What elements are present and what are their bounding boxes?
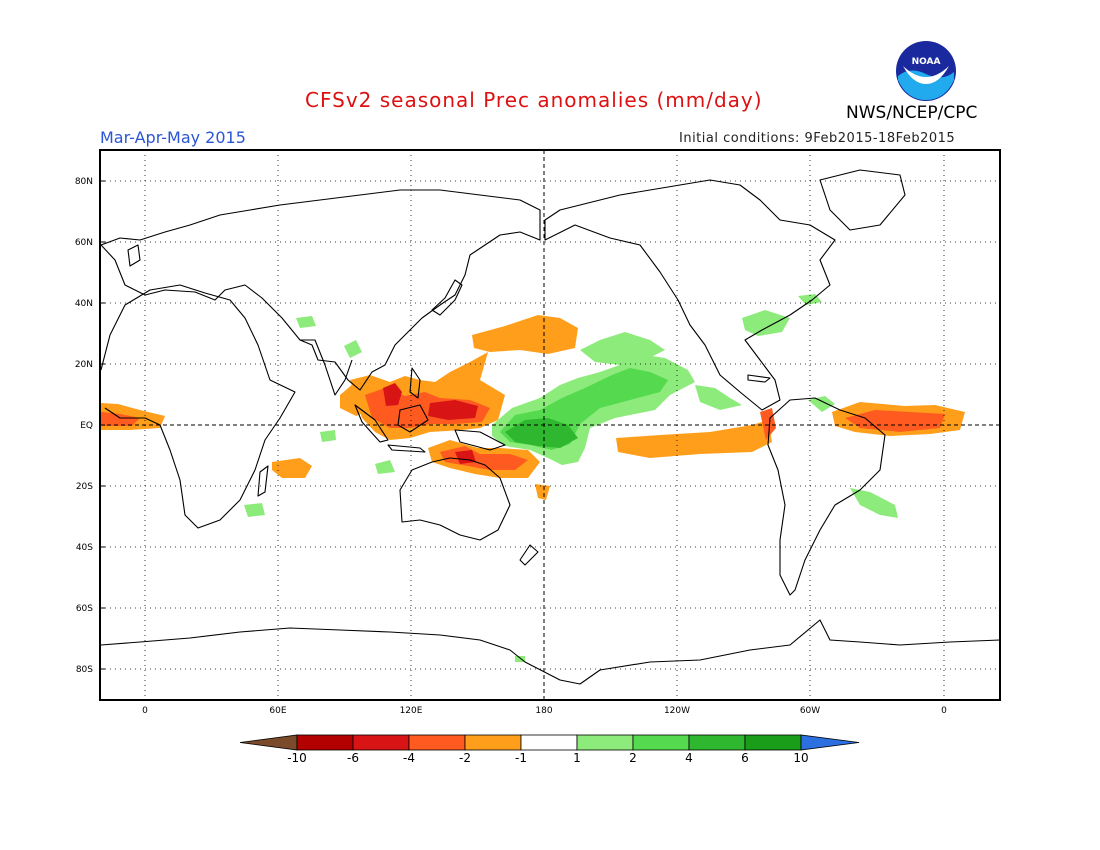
anomaly-dry-nw-pacific bbox=[472, 315, 578, 354]
coastline-greenland bbox=[819, 169, 906, 231]
coastline-japan bbox=[431, 279, 463, 316]
coastline-new-guinea bbox=[454, 429, 506, 451]
anomaly-wet-gulf bbox=[695, 385, 742, 410]
longitude-labels: 0 60E 120E 180 120W 60W 0 bbox=[142, 706, 947, 716]
coastline-india bbox=[300, 339, 353, 396]
coastline-madagascar bbox=[257, 465, 269, 497]
coastline-philippines bbox=[409, 367, 421, 399]
anomaly-dry-sw-pacific bbox=[535, 484, 550, 500]
colorbar-label: -2 bbox=[459, 751, 471, 765]
lon-label: 120W bbox=[664, 706, 690, 716]
colorbar-box bbox=[464, 734, 522, 751]
anomaly-dry-east-pacific bbox=[616, 420, 772, 458]
colorbar-label: -6 bbox=[347, 751, 359, 765]
chart-title: CFSv2 seasonal Prec anomalies (mm/day) bbox=[305, 88, 763, 112]
lat-label: 80N bbox=[75, 177, 93, 187]
anomaly-wet-amazon bbox=[808, 396, 835, 412]
lon-label: 0 bbox=[941, 706, 947, 716]
coastline-uk bbox=[127, 244, 141, 267]
anomaly-wet-us-east bbox=[742, 310, 790, 336]
colorbar: -10 -6 -4 -2 -1 1 2 4 6 10 bbox=[239, 734, 860, 765]
colorbar-arrow-left bbox=[239, 734, 298, 751]
lat-label: 80S bbox=[76, 665, 93, 675]
lat-label: EQ bbox=[80, 421, 93, 431]
lon-label: 60E bbox=[269, 706, 286, 716]
colorbar-label: 2 bbox=[629, 751, 637, 765]
initial-conditions: Initial conditions: 9Feb2015-18Feb2015 bbox=[679, 131, 956, 146]
anomaly-dry-south-indian bbox=[272, 458, 312, 478]
anomaly-dry-atlantic-east-core bbox=[101, 412, 140, 426]
colorbar-box bbox=[688, 734, 746, 751]
anomaly-dry-philippines bbox=[383, 383, 402, 406]
colorbar-arrow-right bbox=[800, 734, 860, 751]
coastline-africa bbox=[101, 284, 296, 529]
coastline-cuba bbox=[747, 374, 771, 383]
lat-label: 60S bbox=[76, 604, 93, 614]
colorbar-label: -1 bbox=[515, 751, 527, 765]
coastline-borneo bbox=[397, 404, 429, 433]
lon-label: 60W bbox=[800, 706, 820, 716]
lat-label: 20N bbox=[75, 360, 93, 370]
map-frame bbox=[99, 149, 1001, 701]
coastline-australia bbox=[399, 457, 511, 541]
lat-label: 40S bbox=[76, 543, 93, 553]
coastline-antarctica bbox=[101, 619, 1000, 685]
colorbar-box bbox=[520, 734, 578, 751]
coastline-new-zealand bbox=[519, 544, 539, 566]
lat-label: 40N bbox=[75, 299, 93, 309]
anomaly-wet-arabian bbox=[296, 316, 316, 328]
anomaly-wet-indian-2 bbox=[375, 460, 395, 474]
anomaly-dry-atlantic-core bbox=[845, 410, 945, 432]
coastline-java bbox=[387, 444, 426, 453]
coastlines bbox=[101, 169, 1000, 685]
colorbar-label: 4 bbox=[685, 751, 693, 765]
map-grid bbox=[100, 150, 1000, 700]
coastline-south-america bbox=[767, 397, 886, 596]
lat-label: 60N bbox=[75, 238, 93, 248]
latitude-labels: 80N 60N 40N 20N EQ 20S 40S 60S 80S bbox=[75, 177, 93, 675]
coastline-north-america bbox=[544, 179, 836, 411]
anomaly-wet-indian-1 bbox=[320, 430, 336, 442]
coastline-eurasia bbox=[101, 189, 541, 391]
anomaly-wet-india bbox=[344, 340, 362, 358]
colorbar-box bbox=[296, 734, 354, 751]
colorbar-label: 1 bbox=[573, 751, 581, 765]
noaa-logo-text: NOAA bbox=[912, 57, 941, 67]
lon-label: 0 bbox=[142, 706, 148, 716]
anomaly-layer bbox=[101, 294, 965, 662]
colorbar-box bbox=[576, 734, 634, 751]
noaa-logo: NOAA bbox=[895, 40, 957, 102]
colorbar-label: -10 bbox=[287, 751, 307, 765]
agency-label: NWS/NCEP/CPC bbox=[846, 103, 978, 123]
colorbar-label: -4 bbox=[403, 751, 415, 765]
anomaly-wet-indian-south bbox=[244, 503, 265, 517]
colorbar-box bbox=[408, 734, 466, 751]
lat-label: 20S bbox=[76, 482, 93, 492]
lon-label: 180 bbox=[535, 706, 552, 716]
coastline-sumatra bbox=[354, 404, 389, 443]
colorbar-box bbox=[632, 734, 690, 751]
colorbar-label: 10 bbox=[793, 751, 808, 765]
colorbar-label: 6 bbox=[741, 751, 749, 765]
forecast-period: Mar-Apr-May 2015 bbox=[100, 128, 246, 147]
colorbar-box bbox=[744, 734, 802, 751]
anomaly-wet-north-pacific bbox=[580, 332, 665, 365]
anomaly-wet-south-atlantic bbox=[850, 488, 898, 518]
lon-label: 120E bbox=[400, 706, 423, 716]
colorbar-box bbox=[352, 734, 410, 751]
anomaly-dry-maritime-core bbox=[428, 400, 478, 420]
